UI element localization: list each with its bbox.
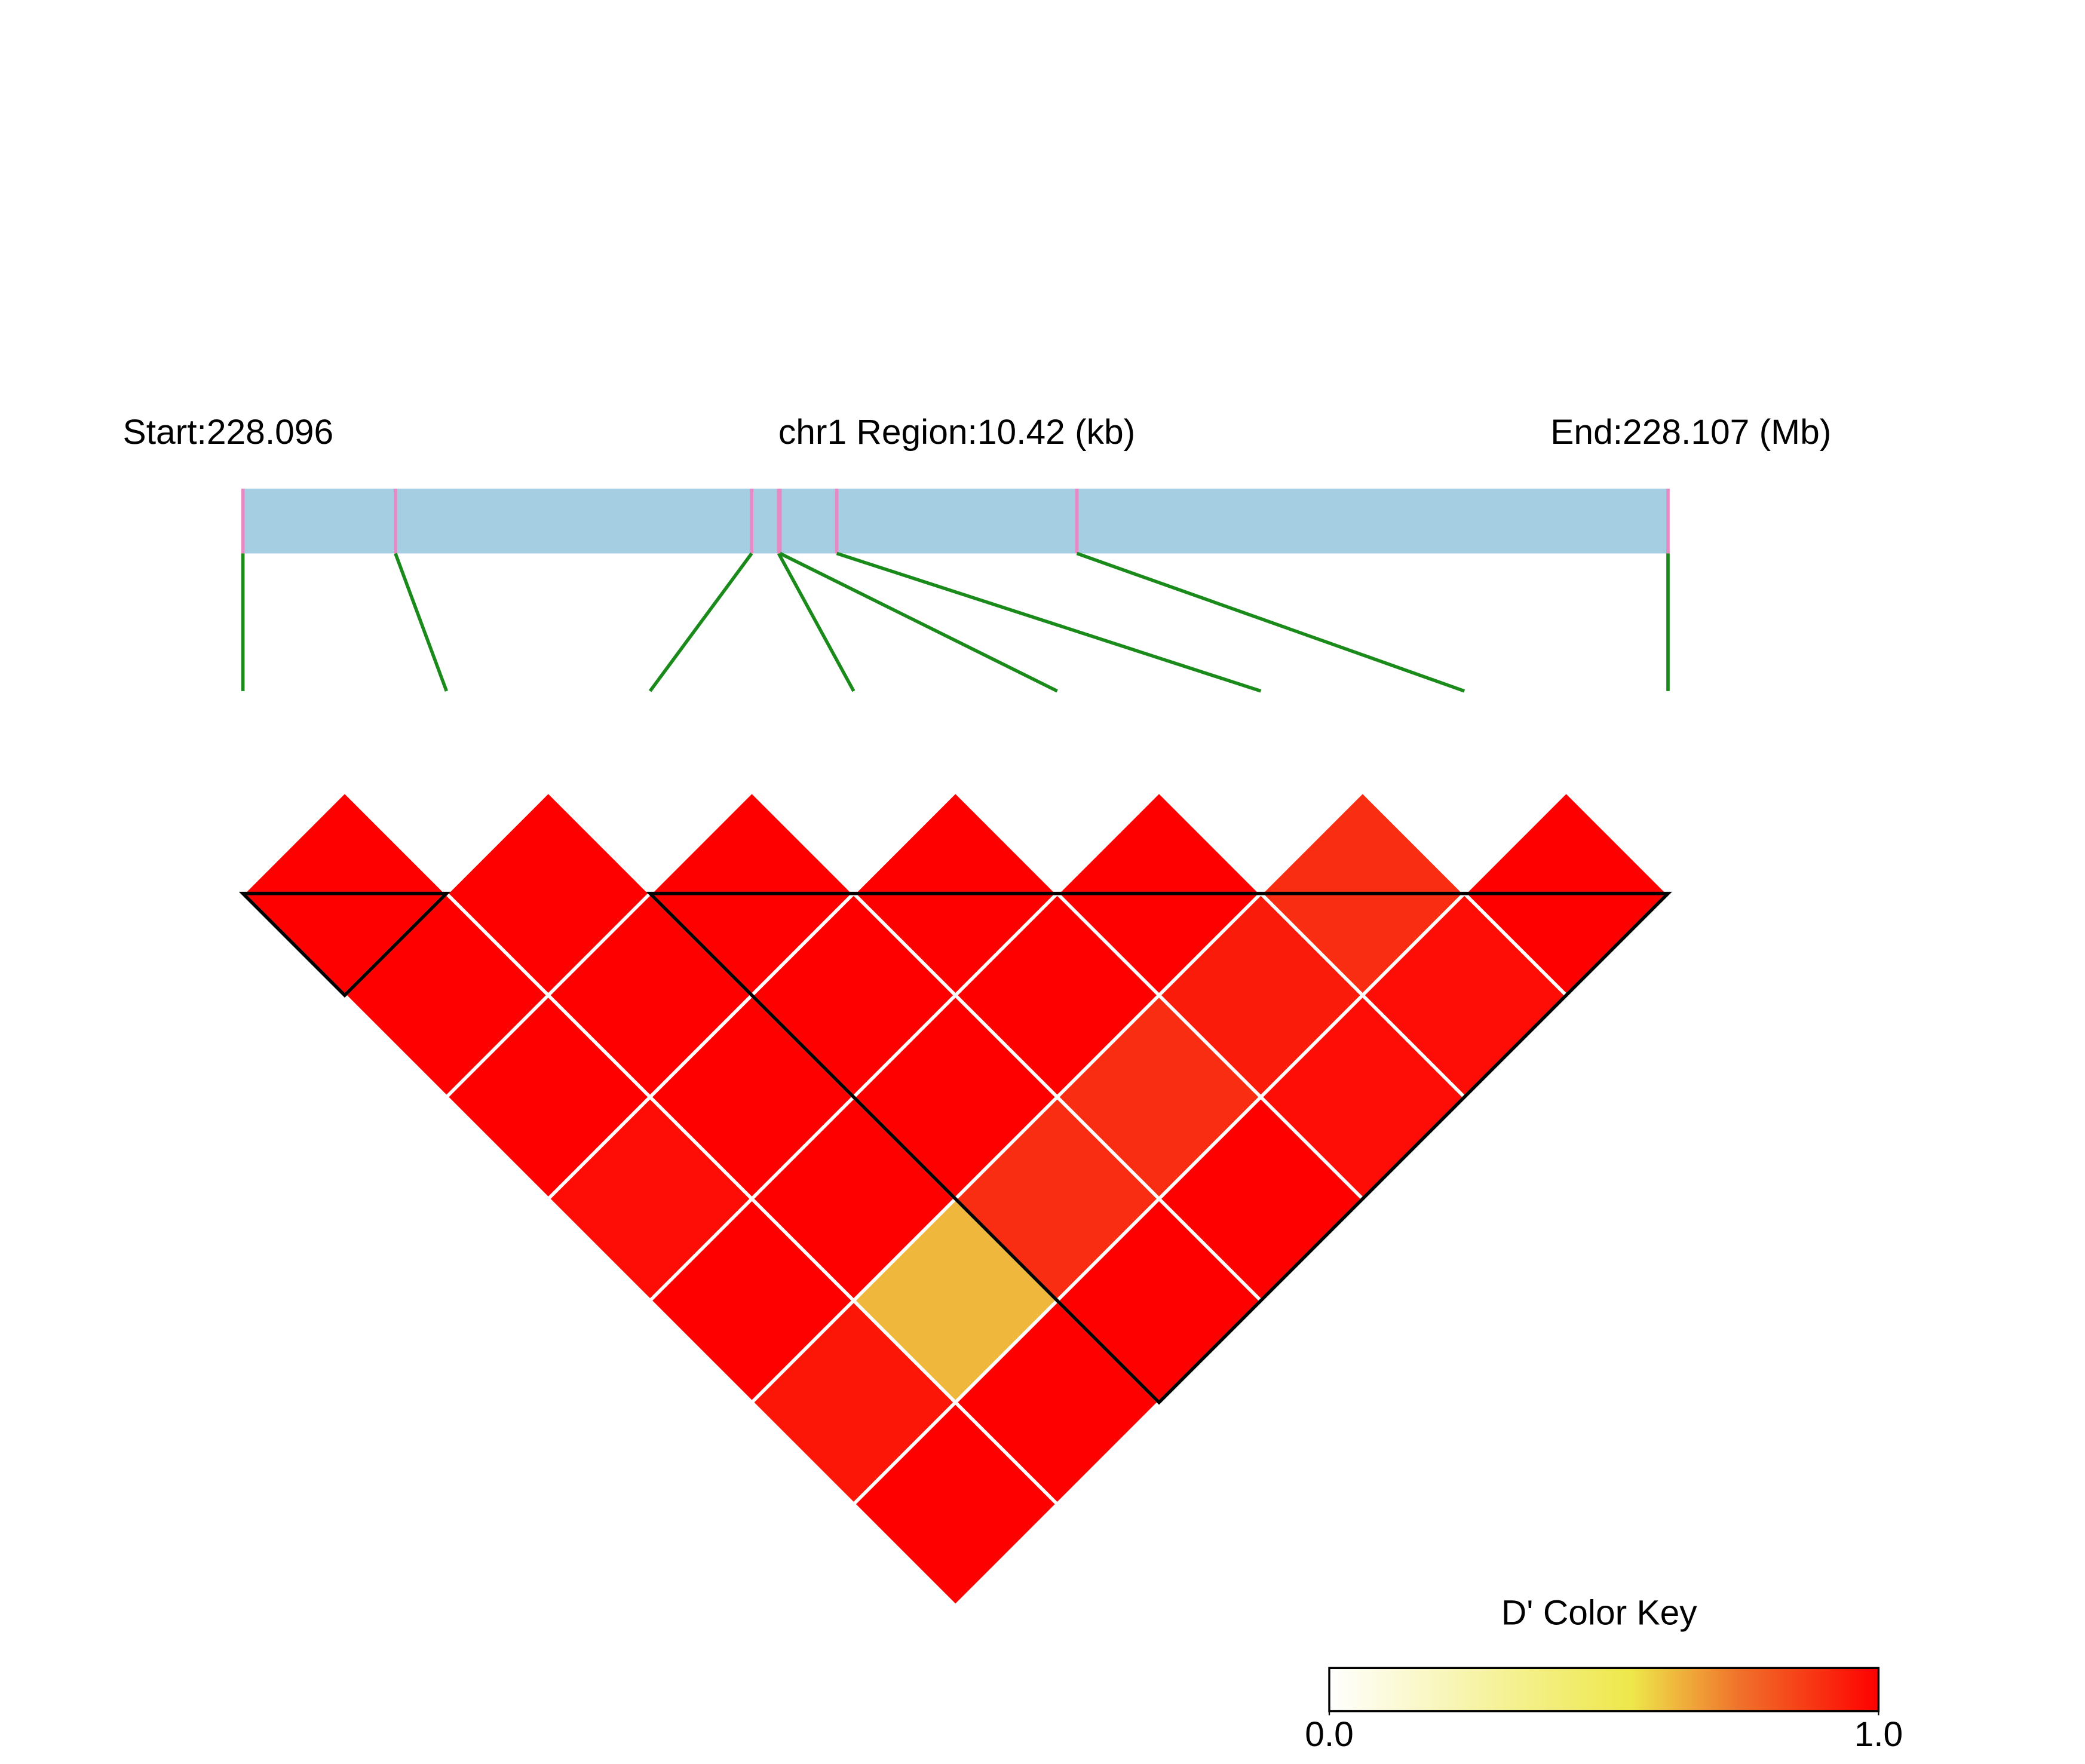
snp-connector	[779, 551, 1058, 693]
color-key-tick-label: 1.0	[1854, 1715, 1903, 1754]
snp-connector	[394, 553, 449, 692]
snp-connector	[777, 553, 856, 692]
region-label: chr1 Region:10.42 (kb)	[778, 413, 1135, 452]
snp-connector	[836, 551, 1262, 693]
region-bar	[243, 489, 1668, 554]
end-label: End:228.107 (Mb)	[1550, 413, 1831, 452]
start-label: Start:228.096	[123, 413, 334, 452]
color-key-bar	[1328, 1667, 1880, 1713]
color-key-tick-label: 0.0	[1305, 1715, 1354, 1754]
ld-block	[238, 891, 451, 998]
snp-connector	[1076, 551, 1465, 693]
color-key-title: D' Color Key	[1501, 1594, 1697, 1633]
ld-block	[646, 891, 1672, 1405]
snp-connector	[648, 552, 753, 692]
